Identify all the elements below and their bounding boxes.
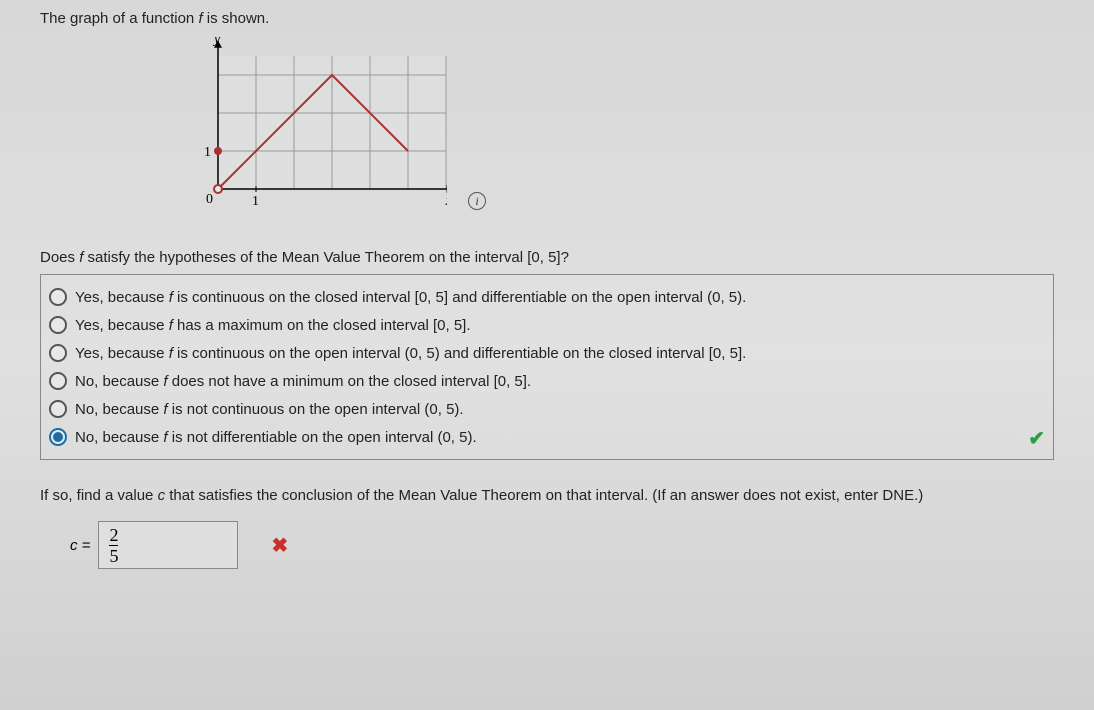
followup-c: c xyxy=(158,487,166,504)
radio-2[interactable] xyxy=(49,344,67,362)
prompt-pre: The graph of a function xyxy=(40,10,198,27)
info-icon[interactable]: i xyxy=(468,192,486,210)
followup-post: that satisfies the conclusion of the Mea… xyxy=(165,487,923,504)
answer-fraction: 2 5 xyxy=(109,526,118,565)
options-box: Yes, because f is continuous on the clos… xyxy=(40,274,1054,460)
radio-1[interactable] xyxy=(49,316,67,334)
c-equals-label: c = xyxy=(70,537,90,554)
chart-container: 011yx i xyxy=(180,37,480,224)
option-2[interactable]: Yes, because f is continuous on the open… xyxy=(49,339,1043,367)
option-label-5: No, because f is not differentiable on t… xyxy=(75,429,477,446)
page-container: The graph of a function f is shown. 0 1 1 y… xyxy=(0,0,1094,710)
radio-3[interactable] xyxy=(49,372,67,390)
option-3[interactable]: No, because f does not have a minimum on… xyxy=(49,367,1043,395)
correct-check-icon: ✔ xyxy=(1028,426,1045,451)
svg-text:0: 0 xyxy=(206,192,213,207)
question-pre: Does xyxy=(40,249,79,266)
svg-text:y: y xyxy=(212,37,221,47)
option-5[interactable]: No, because f is not differentiable on t… xyxy=(49,423,1043,451)
question-text: Does f satisfy the hypotheses of the Mea… xyxy=(40,249,1054,266)
svg-text:1: 1 xyxy=(204,145,211,160)
option-label-0: Yes, because f is continuous on the clos… xyxy=(75,289,746,306)
option-label-3: No, because f does not have a minimum on… xyxy=(75,373,531,390)
option-label-1: Yes, because f has a maximum on the clos… xyxy=(75,317,471,334)
answer-denominator: 5 xyxy=(109,545,118,565)
option-4[interactable]: No, because f is not continuous on the o… xyxy=(49,395,1043,423)
option-label-2: Yes, because f is continuous on the open… xyxy=(75,345,746,362)
svg-text:x: x xyxy=(445,194,447,209)
option-label-4: No, because f is not continuous on the o… xyxy=(75,401,464,418)
wrong-x-icon: ✖ xyxy=(271,533,288,558)
answer-row: c = 2 5 ✖ xyxy=(70,521,1054,569)
radio-4[interactable] xyxy=(49,400,67,418)
function-graph: 0 1 1 y x xyxy=(180,37,447,219)
prompt-post: is shown. xyxy=(203,10,270,27)
prompt-text: The graph of a function f is shown. xyxy=(40,10,1054,27)
radio-0[interactable] xyxy=(49,288,67,306)
question-post: satisfy the hypotheses of the Mean Value… xyxy=(83,249,569,266)
radio-5[interactable] xyxy=(49,428,67,446)
option-1[interactable]: Yes, because f has a maximum on the clos… xyxy=(49,311,1043,339)
followup-text: If so, find a value c that satisfies the… xyxy=(40,485,1054,506)
followup-pre: If so, find a value xyxy=(40,487,158,504)
answer-input[interactable]: 2 5 xyxy=(98,521,238,569)
answer-numerator: 2 xyxy=(109,526,118,545)
svg-text:1: 1 xyxy=(252,194,259,209)
option-0[interactable]: Yes, because f is continuous on the clos… xyxy=(49,283,1043,311)
